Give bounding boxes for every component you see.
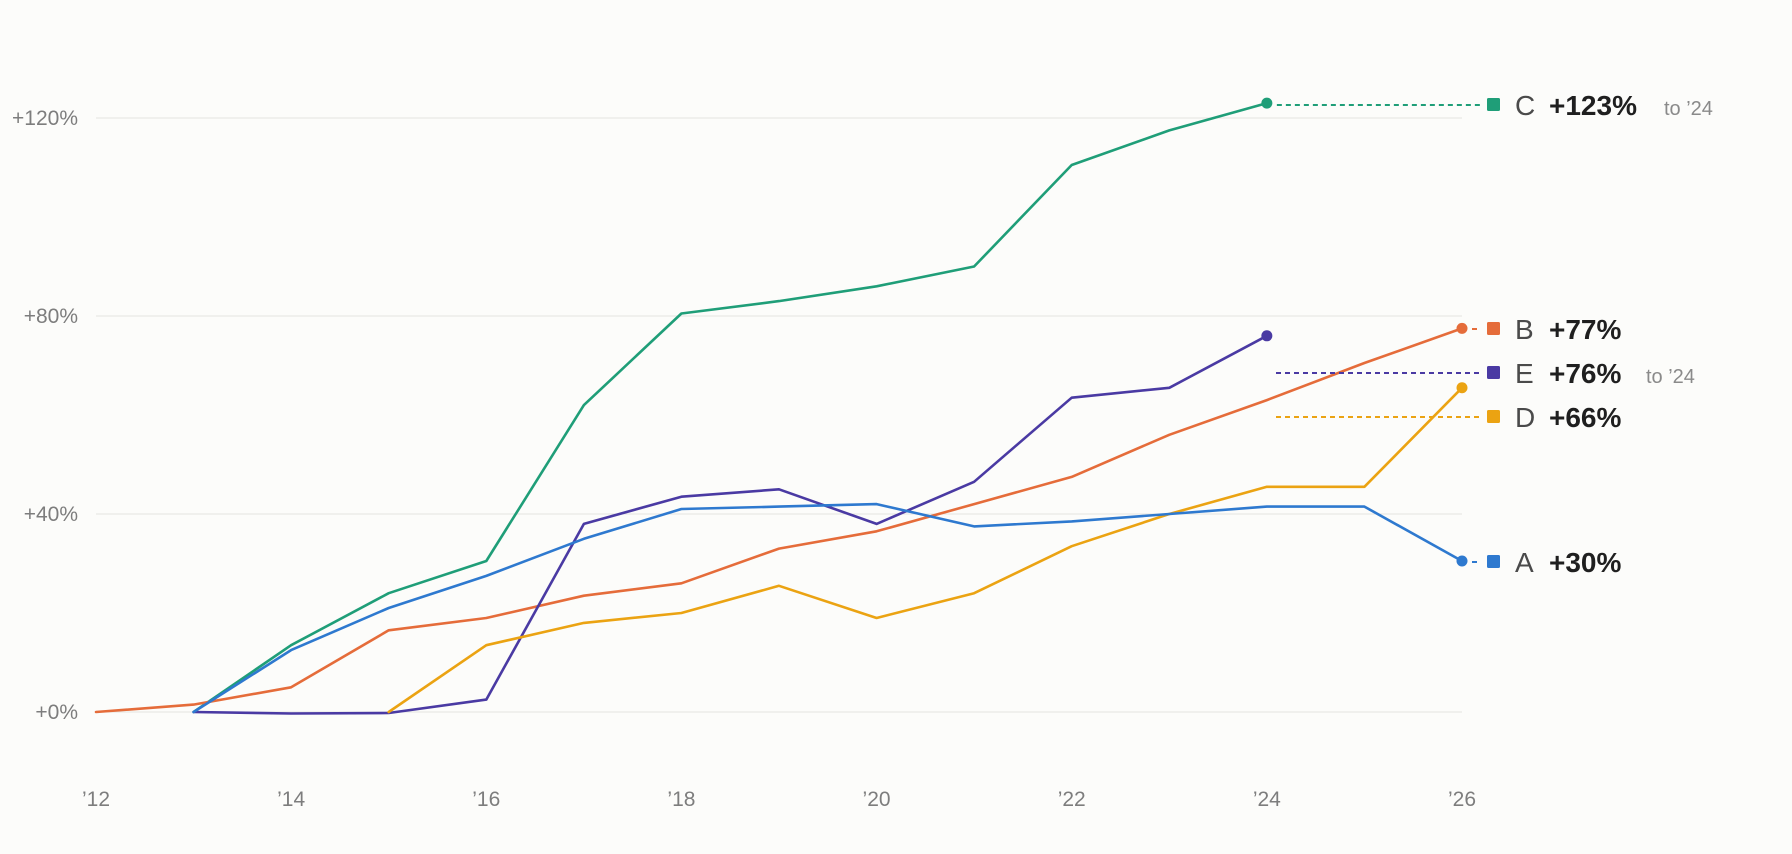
series-name-label-c: C [1515, 90, 1535, 121]
x-tick-label: ’14 [277, 788, 305, 811]
x-tick-label: ’20 [863, 788, 891, 811]
series-lines [94, 97, 1468, 715]
series-end-point-d [1456, 382, 1468, 394]
series-line-a [192, 502, 1464, 714]
legend-swatch-b [1487, 322, 1500, 335]
legend-swatch-c [1487, 98, 1500, 111]
series-value-label-c: +123% [1549, 90, 1637, 121]
series-name-label-b: B [1515, 314, 1534, 345]
series-end-point-e [1261, 330, 1273, 342]
x-tick-label: ’24 [1253, 788, 1281, 811]
series-end-point-c [1261, 97, 1273, 109]
series-note-label-c: to ’24 [1664, 98, 1713, 120]
x-tick-label: ’26 [1448, 788, 1476, 811]
series-value-label-b: +77% [1549, 314, 1621, 345]
series-value-label-e: +76% [1549, 358, 1621, 389]
series-name-label-d: D [1515, 402, 1535, 433]
series-note-label-e: to ’24 [1646, 366, 1695, 388]
series-value-label-d: +66% [1549, 402, 1621, 433]
series-value-label-a: +30% [1549, 547, 1621, 578]
y-tick-label: +40% [24, 503, 78, 526]
legend-swatch-d [1487, 410, 1500, 423]
y-tick-label: +80% [24, 305, 78, 328]
legend-swatch-e [1487, 366, 1500, 379]
x-tick-label: ’22 [1058, 788, 1086, 811]
series-line-c [192, 101, 1269, 714]
series-end-point-b [1456, 322, 1468, 334]
series-end-point-a [1456, 555, 1468, 567]
series-name-label-e: E [1515, 358, 1534, 389]
x-tick-label: ’12 [82, 788, 110, 811]
y-tick-label: +120% [12, 107, 78, 130]
series-line-b [94, 327, 1464, 714]
series-line-d [387, 386, 1464, 714]
series-name-label-a: A [1515, 547, 1534, 578]
direct-labels: C +123% to ’24 B +77% E +76% to ’24 D +66% A +30% [1276, 90, 1713, 578]
series-line-e [192, 334, 1269, 715]
x-tick-label: ’16 [472, 788, 500, 811]
y-tick-label: +0% [35, 701, 78, 724]
legend-swatch-a [1487, 555, 1500, 568]
x-tick-label: ’18 [667, 788, 695, 811]
x-axis-ticks: ’12 ’14 ’16 ’18 ’20 ’22 ’24 ’26 [82, 788, 1476, 811]
grid-lines [96, 117, 1462, 713]
y-axis-ticks: +0% +40% +80% +120% [12, 107, 78, 724]
